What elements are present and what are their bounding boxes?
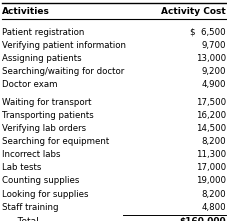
Text: 14,500: 14,500 xyxy=(195,124,225,133)
Text: 13,000: 13,000 xyxy=(195,54,225,63)
Text: Verifying lab orders: Verifying lab orders xyxy=(2,124,86,133)
Text: Transporting patients: Transporting patients xyxy=(2,111,94,120)
Text: 4,900: 4,900 xyxy=(200,80,225,90)
Text: Searching for equipment: Searching for equipment xyxy=(2,137,109,146)
Text: 17,000: 17,000 xyxy=(195,163,225,172)
Text: Looking for supplies: Looking for supplies xyxy=(2,190,88,199)
Text: 16,200: 16,200 xyxy=(195,111,225,120)
Text: Waiting for transport: Waiting for transport xyxy=(2,98,91,107)
Text: Assigning patients: Assigning patients xyxy=(2,54,81,63)
Text: Searching/waiting for doctor: Searching/waiting for doctor xyxy=(2,67,124,76)
Text: 8,200: 8,200 xyxy=(200,137,225,146)
Text: 19,000: 19,000 xyxy=(195,177,225,185)
Text: Lab tests: Lab tests xyxy=(2,163,42,172)
Text: Staff training: Staff training xyxy=(2,203,59,212)
Text: Counting supplies: Counting supplies xyxy=(2,177,79,185)
Text: $160,000: $160,000 xyxy=(178,217,225,221)
Text: Incorrect labs: Incorrect labs xyxy=(2,150,61,159)
Text: Total: Total xyxy=(9,217,39,221)
Text: Activities: Activities xyxy=(2,7,50,16)
Text: 9,200: 9,200 xyxy=(200,67,225,76)
Text: $  6,500: $ 6,500 xyxy=(189,28,225,37)
Text: 4,800: 4,800 xyxy=(200,203,225,212)
Text: Doctor exam: Doctor exam xyxy=(2,80,57,90)
Text: Activity Cost: Activity Cost xyxy=(160,7,225,16)
Text: Patient registration: Patient registration xyxy=(2,28,84,37)
Text: 17,500: 17,500 xyxy=(195,98,225,107)
Text: Verifying patient information: Verifying patient information xyxy=(2,41,126,50)
Text: 11,300: 11,300 xyxy=(195,150,225,159)
Text: 8,200: 8,200 xyxy=(200,190,225,199)
Text: 9,700: 9,700 xyxy=(200,41,225,50)
